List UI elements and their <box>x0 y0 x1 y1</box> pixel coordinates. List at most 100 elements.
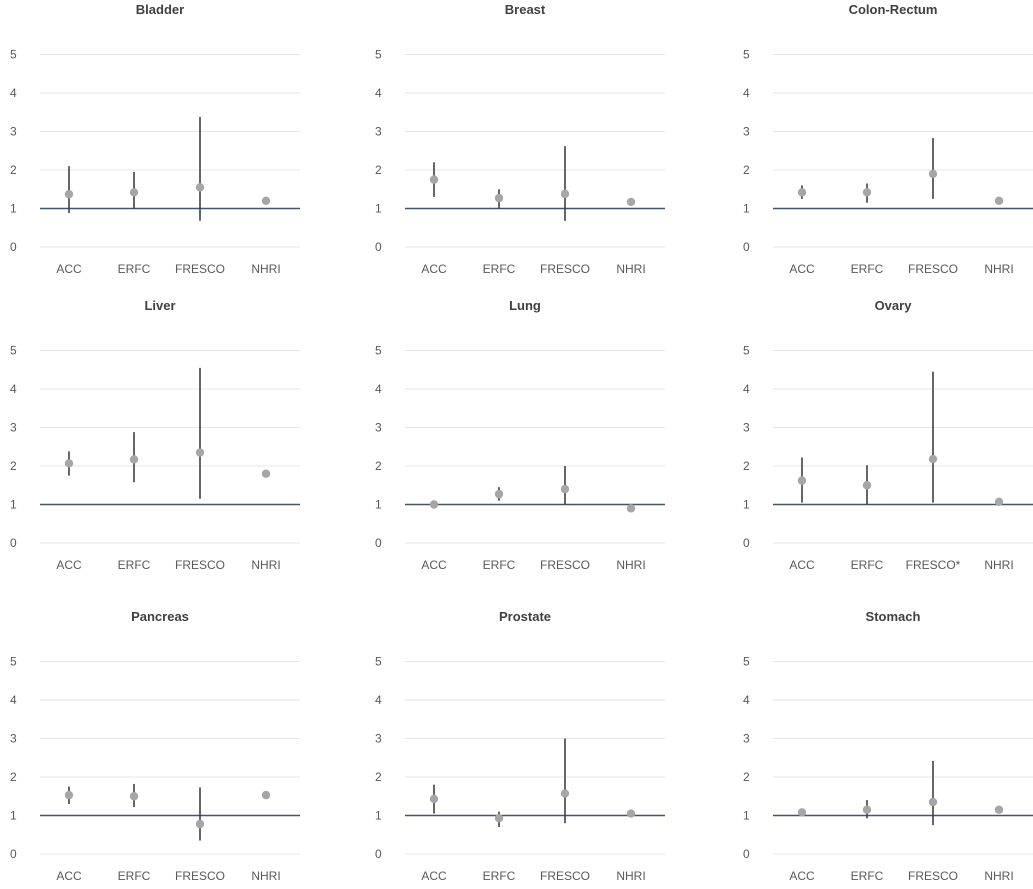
x-tick-label: FRESCO <box>540 869 590 883</box>
y-tick-label: 3 <box>743 421 750 435</box>
point-estimate <box>928 169 938 179</box>
chart-title: Pancreas <box>131 609 189 624</box>
x-tick-label: NHRI <box>251 262 280 276</box>
y-tick-label: 2 <box>743 459 750 473</box>
y-tick-label: 5 <box>10 344 17 358</box>
y-tick-label: 1 <box>375 202 382 216</box>
y-tick-label: 2 <box>375 163 382 177</box>
y-tick-label: 2 <box>10 459 17 473</box>
point-estimate <box>494 813 504 823</box>
chart-panel-breast: Breast 0 1 2 3 4 5 ACC ERFC FRESCO NHRI <box>375 2 665 276</box>
x-tick-label: ERFC <box>118 262 151 276</box>
x-tick-label: FRESCO <box>908 262 958 276</box>
chart-title: Stomach <box>866 609 921 624</box>
y-tick-label: 4 <box>10 693 17 707</box>
point-estimate <box>64 190 74 199</box>
y-tick-label: 5 <box>10 48 17 62</box>
point-estimate <box>626 809 636 818</box>
y-tick-label: 2 <box>10 163 17 177</box>
y-tick-label: 5 <box>375 48 382 62</box>
x-tick-label: NHRI <box>251 869 280 883</box>
y-tick-label: 1 <box>10 809 17 823</box>
point-estimate <box>626 504 636 513</box>
x-tick-label: NHRI <box>984 869 1013 883</box>
x-tick-label: ACC <box>789 558 815 572</box>
point-estimate <box>261 790 271 800</box>
x-tick-label: ACC <box>789 262 815 276</box>
y-tick-label: 0 <box>743 847 750 861</box>
point-estimate <box>64 459 74 468</box>
y-tick-label: 4 <box>743 382 750 396</box>
y-tick-label: 5 <box>375 655 382 669</box>
point-estimate <box>195 183 205 192</box>
point-estimate <box>862 805 872 814</box>
y-tick-label: 1 <box>743 202 750 216</box>
y-tick-label: 0 <box>10 240 17 254</box>
y-tick-label: 3 <box>10 125 17 139</box>
y-tick-label: 4 <box>375 86 382 100</box>
point-estimate <box>862 188 872 197</box>
y-tick-label: 1 <box>10 498 17 512</box>
y-tick-label: 3 <box>10 732 17 746</box>
x-tick-label: ERFC <box>118 869 151 883</box>
x-tick-label: ERFC <box>483 558 516 572</box>
chart-title: Colon-Rectum <box>849 2 938 17</box>
point-estimate <box>560 789 570 798</box>
x-tick-label: FRESCO <box>175 869 225 883</box>
chart-title: Bladder <box>136 2 184 17</box>
chart-panel-prostate: Prostate 0 1 2 3 4 5 ACC ERFC FRESCO NHRI <box>375 609 665 883</box>
point-estimate <box>64 790 74 800</box>
y-tick-label: 3 <box>375 732 382 746</box>
x-tick-label: FRESCO* <box>906 558 961 572</box>
y-tick-label: 0 <box>375 536 382 550</box>
x-tick-label: NHRI <box>984 262 1013 276</box>
y-tick-label: 5 <box>743 344 750 358</box>
y-tick-label: 0 <box>743 536 750 550</box>
y-tick-label: 3 <box>743 732 750 746</box>
y-tick-label: 3 <box>375 125 382 139</box>
y-tick-label: 3 <box>743 125 750 139</box>
point-estimate <box>928 797 938 807</box>
y-tick-label: 1 <box>743 498 750 512</box>
x-tick-label: NHRI <box>984 558 1013 572</box>
x-tick-label: ACC <box>56 262 82 276</box>
point-estimate <box>862 481 872 490</box>
y-tick-label: 2 <box>375 770 382 784</box>
point-estimate <box>494 489 504 499</box>
x-tick-label: ACC <box>421 558 447 572</box>
x-tick-label: ACC <box>789 869 815 883</box>
point-estimate <box>494 193 504 203</box>
point-estimate <box>797 808 807 817</box>
y-tick-label: 4 <box>10 86 17 100</box>
point-estimate <box>994 805 1004 814</box>
point-estimate <box>429 500 439 509</box>
y-tick-label: 3 <box>375 421 382 435</box>
point-estimate <box>928 454 938 464</box>
point-estimate <box>429 175 439 184</box>
y-tick-label: 5 <box>743 655 750 669</box>
point-estimate <box>129 455 139 464</box>
y-tick-label: 0 <box>743 240 750 254</box>
point-estimate <box>195 448 205 457</box>
x-tick-label: NHRI <box>251 558 280 572</box>
point-estimate <box>129 792 139 801</box>
point-estimate <box>797 476 807 485</box>
y-tick-label: 3 <box>10 421 17 435</box>
x-tick-label: FRESCO <box>908 869 958 883</box>
x-tick-label: ACC <box>56 869 82 883</box>
x-tick-label: ERFC <box>851 262 884 276</box>
x-tick-label: ACC <box>421 262 447 276</box>
x-tick-label: ERFC <box>851 558 884 572</box>
y-tick-label: 1 <box>375 498 382 512</box>
point-estimate <box>994 497 1004 507</box>
x-tick-label: FRESCO <box>175 262 225 276</box>
x-tick-label: FRESCO <box>540 558 590 572</box>
x-tick-label: ERFC <box>483 262 516 276</box>
x-tick-label: FRESCO <box>175 558 225 572</box>
point-estimate <box>560 484 570 494</box>
chart-panel-bladder: Bladder 0 1 2 3 4 5 ACC ERFC FRESCO NHRI <box>10 2 300 276</box>
chart-title: Lung <box>509 298 541 313</box>
y-tick-label: 4 <box>10 382 17 396</box>
y-tick-label: 0 <box>10 536 17 550</box>
